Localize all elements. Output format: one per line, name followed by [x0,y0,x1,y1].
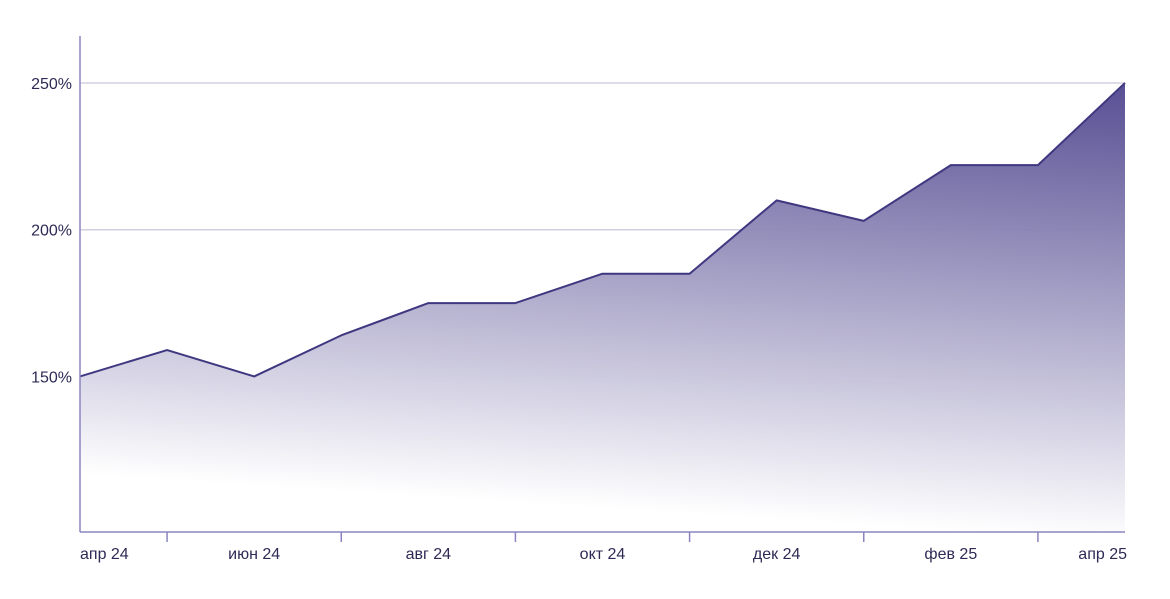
data-point-6 [601,272,605,276]
data-point-10 [949,163,953,167]
y-tick-label: 150% [31,369,72,386]
x-tick-label: дек 24 [753,546,801,563]
data-point-9 [862,219,866,223]
y-tick-label: 200% [31,223,72,240]
data-point-1 [165,348,169,352]
data-point-12 [1123,81,1127,85]
data-point-3 [339,333,343,337]
y-tick-label: 250% [31,76,72,93]
data-point-4 [426,301,430,305]
x-tick-label: авг 24 [406,546,452,563]
x-tick-label: фев 25 [924,546,977,563]
data-point-7 [688,272,692,276]
tick-labels: 150% 200% 250% апр 24 июн 24 авг 24 окт 24 дек … [31,76,1127,563]
x-tick-label: июн 24 [228,546,280,563]
data-point-5 [513,301,517,305]
data-point-11 [1036,163,1040,167]
series-line [79,82,1126,378]
axes [79,36,1125,542]
series-area [79,81,1127,532]
data-point-8 [775,198,779,202]
x-tick-label: апр 24 [80,546,129,563]
data-point-2 [252,374,256,378]
x-tick-label: апр 25 [1078,546,1127,563]
series-area-fill [80,82,1125,532]
x-tick-label: окт 24 [580,546,626,563]
